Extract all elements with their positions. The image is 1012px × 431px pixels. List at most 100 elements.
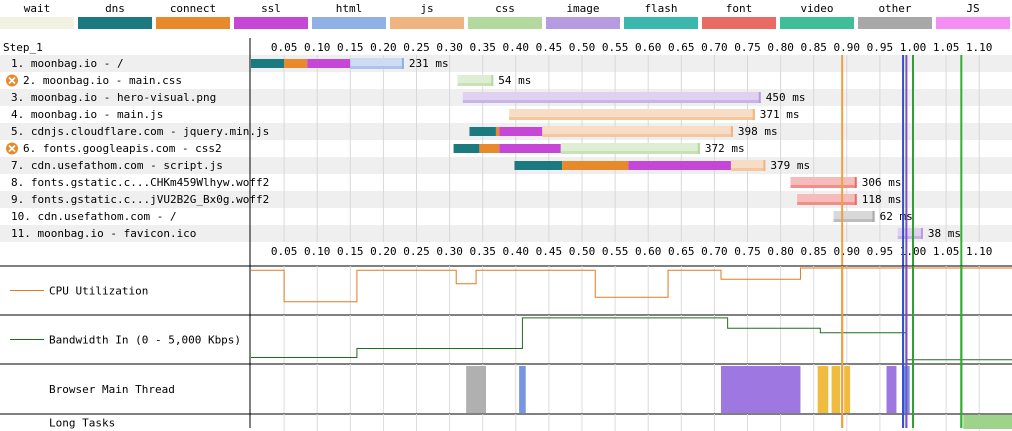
legend-swatch: [312, 17, 386, 29]
x-tick-label: 0.75: [734, 41, 761, 54]
bar-download: [509, 109, 755, 120]
bar-ssl: [499, 127, 543, 136]
legend-label: video: [800, 2, 834, 15]
bar-dns: [469, 127, 496, 136]
x-tick-label: 0.55: [602, 245, 629, 258]
legend-swatch: [156, 17, 230, 29]
bar-download: [897, 228, 923, 239]
x-tick-label: 0.85: [800, 245, 827, 258]
x-tick-label: 1.10: [966, 41, 993, 54]
request-label: 4. moonbag.io - main.js: [11, 108, 163, 121]
x-tick-label: 0.35: [469, 245, 496, 258]
legend-swatch: [0, 17, 74, 29]
panel-label: Browser Main Thread: [49, 383, 175, 396]
bar-dns: [453, 144, 480, 153]
bar-ssl: [499, 144, 561, 153]
legend-item-dns: dns: [78, 0, 152, 32]
x-tick-label: 0.85: [800, 41, 827, 54]
legend-label: wait: [23, 2, 51, 15]
x-tick-label: 1.05: [933, 245, 960, 258]
legend-swatch: [546, 17, 620, 29]
bar-download-shade: [560, 151, 700, 154]
x-tick-label: 0.20: [370, 245, 397, 258]
legend-item-js-execution: JS Execution: [936, 0, 1010, 32]
legend-swatch: [780, 17, 854, 29]
legend-item-video: video: [780, 0, 854, 32]
duration-label: 38 ms: [928, 227, 961, 240]
bar-download: [790, 177, 857, 188]
x-tick-label: 0.90: [834, 41, 861, 54]
request-label: 5. cdnjs.cloudflare.com - jquery.min.js: [11, 125, 269, 138]
bar-connect: [479, 144, 500, 153]
legend-label: css: [495, 2, 515, 15]
x-tick-label: 1.05: [933, 41, 960, 54]
bar-download-end: [697, 143, 700, 154]
x-tick-label: 0.55: [602, 41, 629, 54]
bar-download: [560, 143, 700, 154]
warning-icon-cross: [8, 144, 16, 153]
row-background: [0, 55, 1012, 72]
bar-download-shade: [542, 134, 733, 137]
legend-item-other: other: [858, 0, 932, 32]
legend-label: dns: [105, 2, 125, 15]
x-tick-label: 0.45: [536, 41, 563, 54]
step-label: Step_1: [3, 41, 43, 54]
thread-block: [466, 366, 487, 413]
bar-connect: [284, 59, 308, 68]
legend-label: flash: [644, 2, 678, 15]
thread-block: [519, 366, 526, 413]
legend-label: image: [566, 2, 600, 15]
bar-download-end: [872, 211, 875, 222]
bar-ssl: [307, 59, 351, 68]
bar-download-end: [854, 194, 857, 205]
legend-swatch: [858, 17, 932, 29]
x-tick-label: 0.45: [536, 245, 563, 258]
bar-download-shade: [730, 168, 766, 171]
x-tick-label: 1.10: [966, 245, 993, 258]
bar-download-shade: [462, 100, 761, 103]
bar-download-shade: [833, 219, 875, 222]
row-background: [0, 208, 1012, 225]
legend-swatch: [702, 17, 776, 29]
thread-block: [817, 366, 829, 413]
header-row: [0, 38, 1012, 55]
request-label: 9. fonts.gstatic.c...jVU2B2G_Bx0g.woff2: [11, 193, 269, 206]
x-tick-label: 0.70: [701, 245, 728, 258]
x-tick-label: 1.00: [900, 41, 927, 54]
x-tick-label: 0.80: [767, 41, 794, 54]
duration-label: 231 ms: [409, 57, 449, 70]
bar-download-shade: [797, 202, 857, 205]
bar-download: [542, 126, 733, 137]
x-tick-label: 0.75: [734, 245, 761, 258]
row-background: [0, 72, 1012, 89]
legend-label: connect: [169, 2, 217, 15]
legend-swatch: [468, 17, 542, 29]
legend-label: ssl: [261, 2, 281, 15]
x-tick-label: 0.10: [304, 245, 331, 258]
bar-connect: [495, 127, 500, 136]
legend-swatch: [624, 17, 698, 29]
bar-download-end: [920, 228, 923, 239]
legend-item-html: html: [312, 0, 386, 32]
bar-connect: [562, 161, 629, 170]
x-tick-label: 0.40: [503, 41, 530, 54]
legend-swatch: [390, 17, 464, 29]
duration-label: 62 ms: [880, 210, 913, 223]
x-tick-label: 0.40: [503, 245, 530, 258]
legend-item-connect: connect: [156, 0, 230, 32]
legend-label: other: [878, 2, 912, 15]
thread-block: [831, 366, 841, 413]
request-label: 7. cdn.usefathom.com - script.js: [11, 159, 223, 172]
row-background: [0, 225, 1012, 242]
x-tick-label: 0.15: [337, 41, 364, 54]
bar-dns: [251, 59, 285, 68]
bar-download-end: [758, 92, 761, 103]
bar-download-end: [401, 58, 404, 69]
x-tick-label: 0.95: [867, 245, 894, 258]
duration-label: 450 ms: [766, 91, 806, 104]
bar-download-end: [763, 160, 766, 171]
row-background: [0, 106, 1012, 123]
request-label: 2. moonbag.io - main.css: [23, 74, 182, 87]
legend-item-flash: flash: [624, 0, 698, 32]
